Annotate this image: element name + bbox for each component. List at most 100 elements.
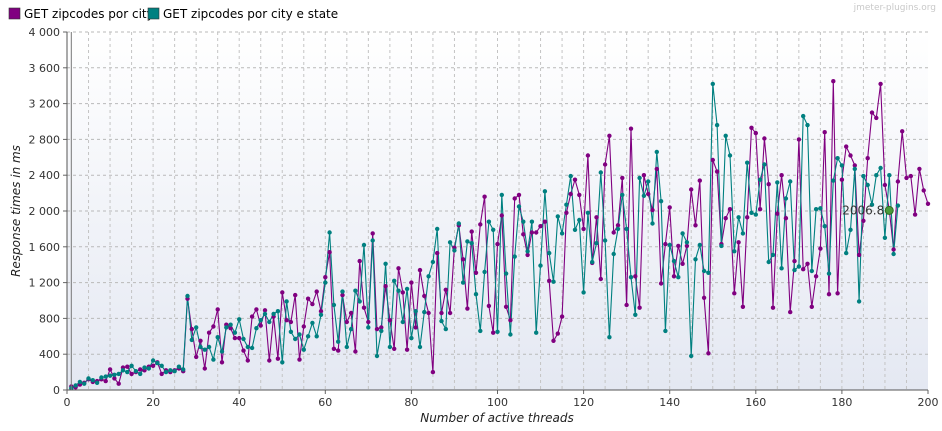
data-point <box>112 376 117 381</box>
data-point <box>103 378 108 384</box>
data-point <box>228 326 233 331</box>
series-2-points <box>69 81 901 391</box>
data-point <box>852 166 857 172</box>
data-point <box>848 227 853 232</box>
data-point <box>650 221 655 226</box>
data-point <box>469 241 474 246</box>
data-point <box>856 252 862 258</box>
data-point <box>568 191 573 197</box>
data-point <box>581 290 586 295</box>
data-point <box>611 251 616 257</box>
data-point <box>818 206 823 211</box>
data-point <box>736 240 741 245</box>
data-point <box>805 122 810 128</box>
data-point <box>516 204 522 209</box>
data-point <box>783 216 789 221</box>
data-point <box>572 177 578 182</box>
data-point <box>258 323 263 328</box>
data-point <box>86 376 91 381</box>
data-point <box>215 335 220 340</box>
data-point <box>435 250 440 256</box>
data-point <box>409 335 414 341</box>
annotation-marker <box>884 205 894 215</box>
data-point <box>641 193 647 198</box>
data-point <box>710 81 715 87</box>
data-point <box>323 280 328 285</box>
data-point <box>366 319 371 325</box>
data-point <box>426 274 431 279</box>
x-axis-title: Number of active threads <box>420 411 574 425</box>
data-point <box>181 367 186 372</box>
data-point <box>460 280 466 285</box>
data-point <box>202 347 207 352</box>
data-point <box>835 156 840 161</box>
data-point <box>749 125 754 130</box>
data-point <box>762 136 767 141</box>
x-tick-label: 160 <box>745 396 766 409</box>
data-point <box>288 319 294 325</box>
data-point <box>439 310 444 316</box>
data-point <box>646 179 651 184</box>
data-point <box>486 219 492 224</box>
data-point <box>723 216 728 221</box>
data-point <box>529 219 535 224</box>
data-point <box>551 338 556 343</box>
data-point <box>908 173 913 179</box>
data-point <box>82 381 87 386</box>
data-point <box>314 289 319 294</box>
data-point <box>258 318 263 323</box>
data-point <box>310 301 315 307</box>
data-point <box>551 279 556 284</box>
data-point <box>658 281 664 286</box>
data-point <box>547 250 552 256</box>
x-tick-label: 200 <box>918 396 939 409</box>
data-point <box>348 310 354 316</box>
data-point <box>460 257 466 262</box>
data-point <box>719 243 724 249</box>
data-point <box>237 335 242 341</box>
data-point <box>327 250 332 255</box>
data-point <box>357 258 362 264</box>
data-point <box>452 248 457 253</box>
data-point <box>112 372 117 377</box>
data-point <box>387 318 393 323</box>
annotation-label: 2006.8 <box>842 203 884 217</box>
y-tick-label: 2 400 <box>29 169 61 182</box>
data-point <box>361 305 367 310</box>
data-point <box>714 122 720 128</box>
data-point <box>508 318 513 323</box>
data-point <box>792 258 797 264</box>
data-point <box>826 271 832 276</box>
legend: GET zipcodes por city GET zipcodes por c… <box>8 7 338 21</box>
data-point <box>422 309 427 315</box>
data-point <box>280 360 285 365</box>
data-point <box>194 325 199 330</box>
data-point <box>521 232 526 237</box>
data-point <box>826 292 832 297</box>
data-point <box>809 304 814 309</box>
x-tick-label: 60 <box>318 396 332 409</box>
data-point <box>684 243 690 249</box>
data-point <box>417 267 423 273</box>
data-point <box>301 324 306 329</box>
data-point <box>331 346 337 351</box>
data-point <box>745 215 750 220</box>
data-point <box>482 269 487 275</box>
data-point <box>628 126 634 131</box>
data-point <box>107 373 113 378</box>
data-point <box>473 292 479 297</box>
data-point <box>473 270 479 275</box>
data-point <box>491 227 496 232</box>
data-point <box>198 344 203 350</box>
data-point <box>697 242 702 248</box>
data-point <box>275 309 281 314</box>
data-point <box>486 303 492 309</box>
data-point <box>912 212 918 217</box>
data-point <box>869 110 875 115</box>
data-point <box>206 344 212 350</box>
data-point <box>323 275 328 280</box>
data-point <box>232 330 238 335</box>
data-point <box>788 309 793 315</box>
data-point <box>602 162 608 167</box>
data-point <box>693 257 698 262</box>
